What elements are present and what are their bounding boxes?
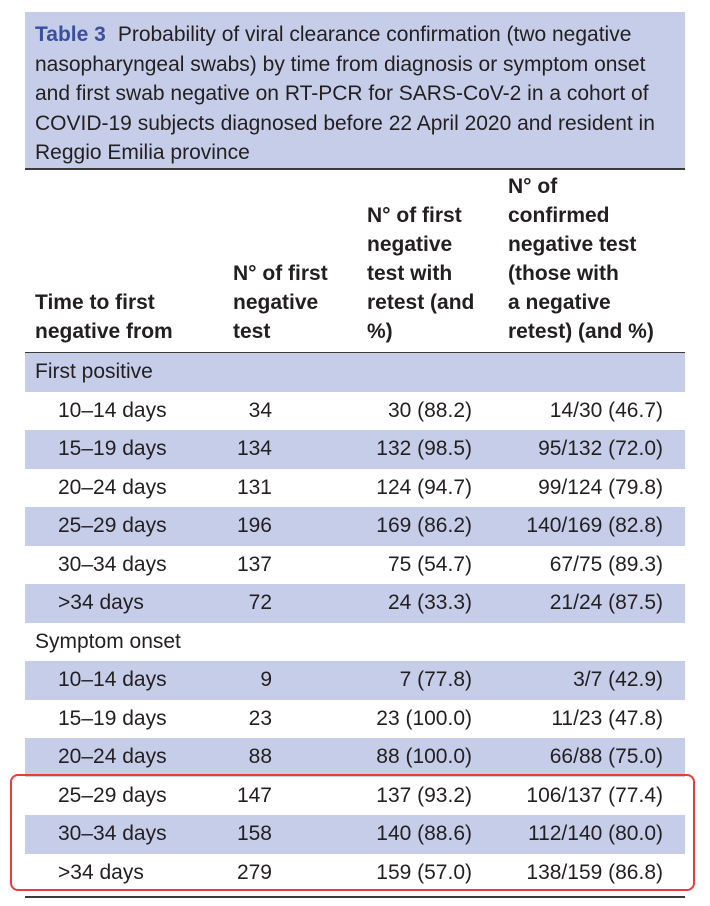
header-line: test with [367, 262, 453, 285]
table-cell: 279 [236, 860, 272, 884]
table-row: 25–29 days 147 137 (93.2) 106/137 (77.4) [25, 777, 685, 816]
table-cell: 140/169 (82.8) [498, 507, 685, 546]
table-cell: 34 [248, 398, 272, 422]
table-cell: 196 [222, 507, 357, 546]
table-cell: 25–29 days [58, 783, 167, 807]
header-line: retest) (and %) [508, 320, 654, 343]
header-line: confirmed [508, 204, 610, 227]
table-cell: 131 [236, 475, 272, 499]
table-cell: 30–34 days [25, 815, 222, 854]
table-cell: 23 [248, 706, 272, 730]
table-cell: 15–19 days [25, 430, 222, 469]
table-cell: 3/7 (42.9) [498, 661, 685, 700]
table-cell: 158 [222, 815, 357, 854]
table-cell: 112/140 (80.0) [498, 815, 685, 854]
table-cell: 10–14 days [58, 398, 167, 422]
header-line: a negative [508, 291, 611, 314]
table-cell: 140 (88.6) [357, 815, 498, 854]
table-row: 25–29 days 196 169 (86.2) 140/169 (82.8) [25, 507, 685, 546]
table-body: First positive 10–14 days 34 30 (88.2) 14/30… [25, 352, 685, 893]
table-cell: 72 [222, 584, 357, 623]
table-cell: 30–34 days [58, 552, 167, 576]
table-cell: 21/24 (87.5) [498, 584, 685, 623]
table-cell: 10–14 days [25, 661, 222, 700]
caption-text: Probability of viral clearance confirmat… [35, 23, 655, 164]
table-rule [25, 896, 685, 898]
table-cell: 11/23 (47.8) [551, 706, 663, 730]
section-row: First positive [25, 352, 685, 392]
column-header: N° of confirmed negative test (those with a … [498, 172, 685, 353]
table-row: 20–24 days 88 88 (100.0) 66/88 (75.0) [25, 738, 685, 777]
table-cell: 9 [222, 661, 357, 700]
table-cell: 106/137 (77.4) [526, 783, 663, 807]
table-cell: 95/132 (72.0) [498, 430, 685, 469]
header-line: N° of first [233, 262, 328, 285]
caption: Table 3 Probability of viral clearance co… [25, 12, 685, 170]
table-row: >34 days 279 159 (57.0) 138/159 (86.8) [25, 854, 685, 893]
table-cell: 15–19 days [58, 706, 167, 730]
header-line: negative from [35, 320, 173, 343]
table-row: 15–19 days 134 132 (98.5) 95/132 (72.0) [25, 430, 685, 469]
table-row: 10–14 days 9 7 (77.8) 3/7 (42.9) [25, 661, 685, 700]
section-title: Symptom onset [35, 629, 181, 653]
table-cell: 14/30 (46.7) [549, 398, 663, 422]
table-cell: 159 (57.0) [376, 860, 472, 884]
column-header: Time to first negative from [25, 172, 222, 353]
table-cell: 75 (54.7) [387, 552, 472, 576]
table-cell: 30 (88.2) [387, 398, 472, 422]
table-cell: 25–29 days [25, 507, 222, 546]
table-cell: 134 [222, 430, 357, 469]
header-row: Time to first negative from N° of first neg… [25, 172, 685, 353]
section-title: First positive [25, 352, 685, 392]
table-cell: 7 (77.8) [357, 661, 498, 700]
table-cell: 88 (100.0) [357, 738, 498, 777]
table-cell: 23 (100.0) [376, 706, 472, 730]
header-line: (those with [508, 262, 619, 285]
header-line: N° of [508, 175, 558, 198]
header-line: N° of first [367, 204, 462, 227]
table-cell: >34 days [25, 584, 222, 623]
table-row: 15–19 days 23 23 (100.0) 11/23 (47.8) [25, 700, 685, 739]
table-cell: 20–24 days [25, 738, 222, 777]
table-cell: 132 (98.5) [357, 430, 498, 469]
header-line: test [233, 320, 271, 343]
caption-label: Table 3 [35, 23, 106, 46]
header-line: retest (and [367, 291, 475, 314]
table-row: 30–34 days 137 75 (54.7) 67/75 (89.3) [25, 546, 685, 585]
table-cell: 67/75 (89.3) [549, 552, 663, 576]
column-header: N° of first negative test [222, 172, 357, 353]
table-cell: 137 [236, 552, 272, 576]
column-header: N° of first negative test with retest (and%… [357, 172, 498, 353]
header-line: negative [367, 233, 453, 256]
table-cell: 138/159 (86.8) [526, 860, 663, 884]
table-cell: 66/88 (75.0) [498, 738, 685, 777]
header-line: negative test [508, 233, 637, 256]
table-cell: 169 (86.2) [357, 507, 498, 546]
table-cell: 88 [222, 738, 357, 777]
table-cell: >34 days [58, 860, 144, 884]
table-cell: 24 (33.3) [357, 584, 498, 623]
table-row: 30–34 days 158 140 (88.6) 112/140 (80.0) [25, 815, 685, 854]
table-cell: 99/124 (79.8) [538, 475, 663, 499]
table-row: 20–24 days 131 124 (94.7) 99/124 (79.8) [25, 469, 685, 508]
table-cell: 147 [236, 783, 272, 807]
table-cell: 20–24 days [58, 475, 167, 499]
table-row: 10–14 days 34 30 (88.2) 14/30 (46.7) [25, 392, 685, 431]
table-cell: 137 (93.2) [376, 783, 472, 807]
header-line: negative [233, 291, 319, 314]
data-table: Time to first negative from N° of first neg… [25, 172, 685, 892]
header-line: %) [367, 320, 393, 343]
table-row: >34 days 72 24 (33.3) 21/24 (87.5) [25, 584, 685, 623]
table-cell: 124 (94.7) [376, 475, 472, 499]
section-row: Symptom onset [25, 623, 685, 662]
header-line: Time to first [35, 291, 155, 314]
highlight-box [10, 774, 695, 891]
